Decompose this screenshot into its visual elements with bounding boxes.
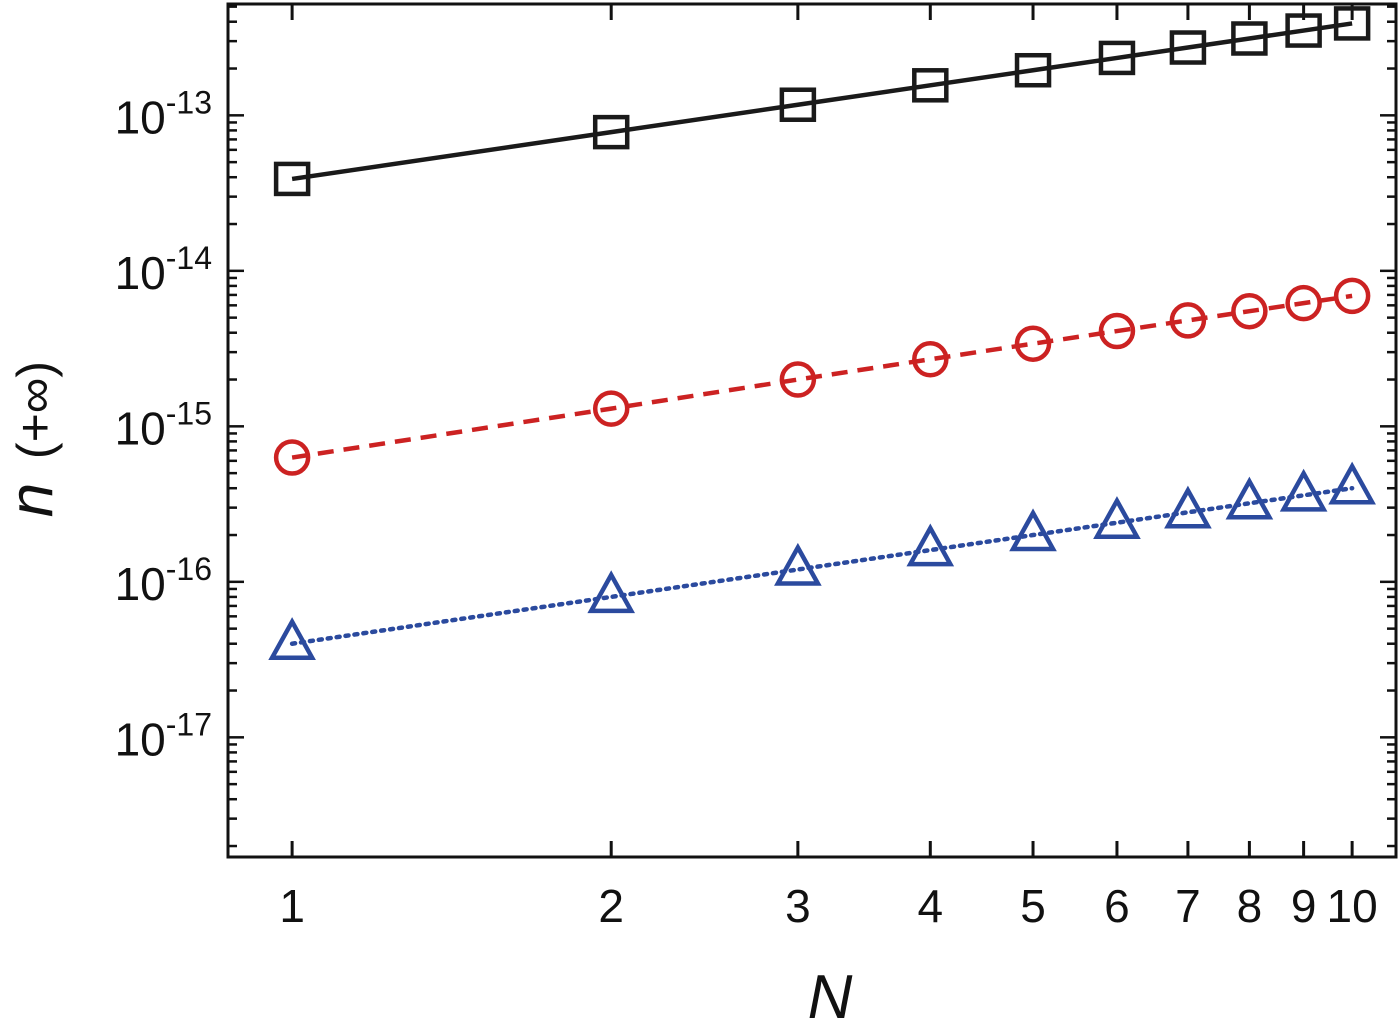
y-tick-label: 10-17 [115,706,212,765]
x-tick-label: 7 [1175,880,1201,932]
y-axis-title: n (+∞) [0,361,66,517]
y-axis-title-sub: (+∞) [7,361,63,459]
data-point-square [1169,30,1207,65]
x-tick-label: 9 [1291,880,1317,932]
data-point-triangle [774,542,822,586]
x-tick-label: 10 [1327,880,1378,932]
y-tick-label-base: 10 [115,247,166,299]
y-tick-label: 10-14 [115,240,212,299]
y-tick-label: 10-13 [115,84,212,143]
data-point-circle [1098,312,1136,350]
series-line [289,485,1355,646]
data-point-triangle [268,617,316,660]
data-point-circle [592,390,630,427]
y-tick-label-exponent: -16 [166,551,212,587]
series-triangle [268,461,1376,660]
data-point-circle [779,361,817,398]
x-tick-label: 3 [785,880,811,932]
data-point-triangle [587,570,636,614]
data-point-square [592,114,630,150]
data-point-square [779,87,817,122]
data-point-triangle [1164,485,1212,529]
data-point-square [912,68,949,103]
y-tick-label-base: 10 [115,558,166,610]
y-tick-label-exponent: -13 [166,84,212,120]
series-line [291,293,1353,460]
x-tick-label: 6 [1104,880,1130,932]
x-tick-label: 5 [1020,880,1046,932]
plot-frame [226,2,1398,859]
y-tick-label-base: 10 [115,713,166,765]
data-point-square [1285,13,1322,48]
y-tick-label-base: 10 [115,402,166,454]
data-point-circle [1014,325,1052,362]
data-point-square [1333,6,1371,41]
y-tick-label: 10-16 [115,551,212,610]
x-tick-label: 4 [918,880,944,932]
data-point-triangle [1225,476,1274,520]
x-tick-label: 2 [598,880,624,932]
x-tick-label: 1 [279,880,305,932]
data-point-square [1231,21,1268,56]
y-tick-label-exponent: -15 [166,395,212,431]
data-point-circle [1231,292,1268,330]
y-tick-label-base: 10 [115,91,166,143]
y-tick-label: 10-15 [115,395,212,454]
data-point-triangle [1009,508,1057,552]
series-circle [273,277,1371,476]
series-square [273,6,1371,197]
data-point-square [1098,40,1136,76]
axis-ticks [228,4,1396,857]
x-tick-label: 8 [1237,880,1263,932]
series-line [291,21,1353,182]
data-point-triangle [1279,468,1328,512]
data-point-square [273,161,311,197]
data-point-triangle [1093,496,1141,539]
data-point-circle [1285,284,1322,322]
data-point-circle [273,439,311,476]
data-point-circle [1333,277,1371,315]
data-point-triangle [906,523,955,567]
y-tick-label-exponent: -14 [166,240,212,276]
y-axis-title-main: n [0,483,66,517]
data-point-circle [912,341,949,378]
data-point-triangle [1328,461,1376,505]
data-point-circle [1169,302,1207,339]
series-layer [268,6,1376,660]
y-tick-label-exponent: -17 [166,706,212,742]
x-axis-title: N [808,963,853,1023]
data-point-square [1014,52,1052,88]
